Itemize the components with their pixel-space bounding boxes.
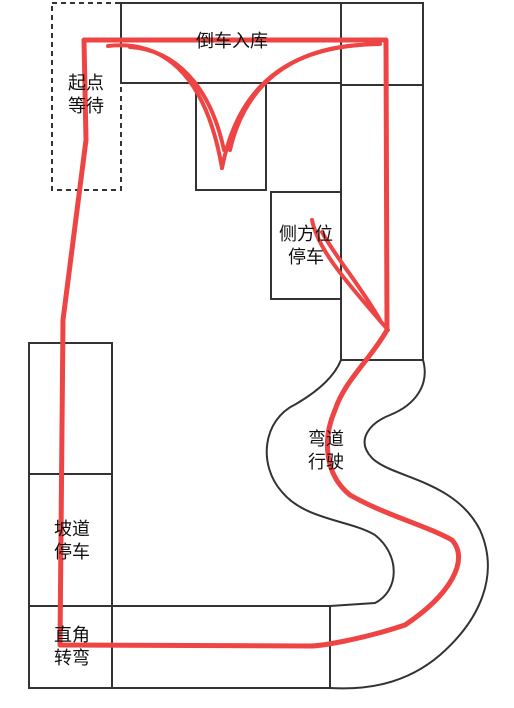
route-parallel-parking-inner — [320, 230, 382, 322]
route-reverse-fan-left-inner — [128, 45, 226, 152]
route-reverse-fan-right-inner — [228, 43, 360, 152]
label-curve-driving-line1: 弯道 — [308, 429, 344, 450]
slope-parking-box — [28, 473, 113, 607]
parallel-parking-box — [270, 191, 342, 300]
label-slope-parking-line2: 停车 — [54, 542, 90, 563]
label-curve-driving-line2: 行驶 — [308, 452, 344, 473]
label-parallel-parking-line2: 停车 — [288, 247, 324, 268]
label-parallel-parking-line1: 侧方位 — [279, 224, 333, 245]
route-main-loop — [57, 37, 462, 649]
reverse-parking-bay — [195, 82, 267, 191]
route-reverse-fan-left-outer — [106, 43, 224, 170]
label-start-wait-line1: 起点 — [68, 73, 104, 94]
label-right-angle-turn-line2: 转弯 — [54, 648, 90, 669]
label-start-wait-line2: 等待 — [68, 96, 104, 117]
slope-upper-box — [28, 342, 113, 475]
curve-track-inner — [329, 359, 489, 690]
label-slope-parking-line1: 坡道 — [54, 519, 90, 540]
start-wait-zone — [51, 2, 122, 191]
right-lane-box — [340, 84, 424, 361]
label-reverse-parking: 倒车入库 — [196, 31, 268, 52]
label-right-angle-turn-line1: 直角 — [54, 625, 90, 646]
curve-track-outer — [265, 359, 395, 607]
